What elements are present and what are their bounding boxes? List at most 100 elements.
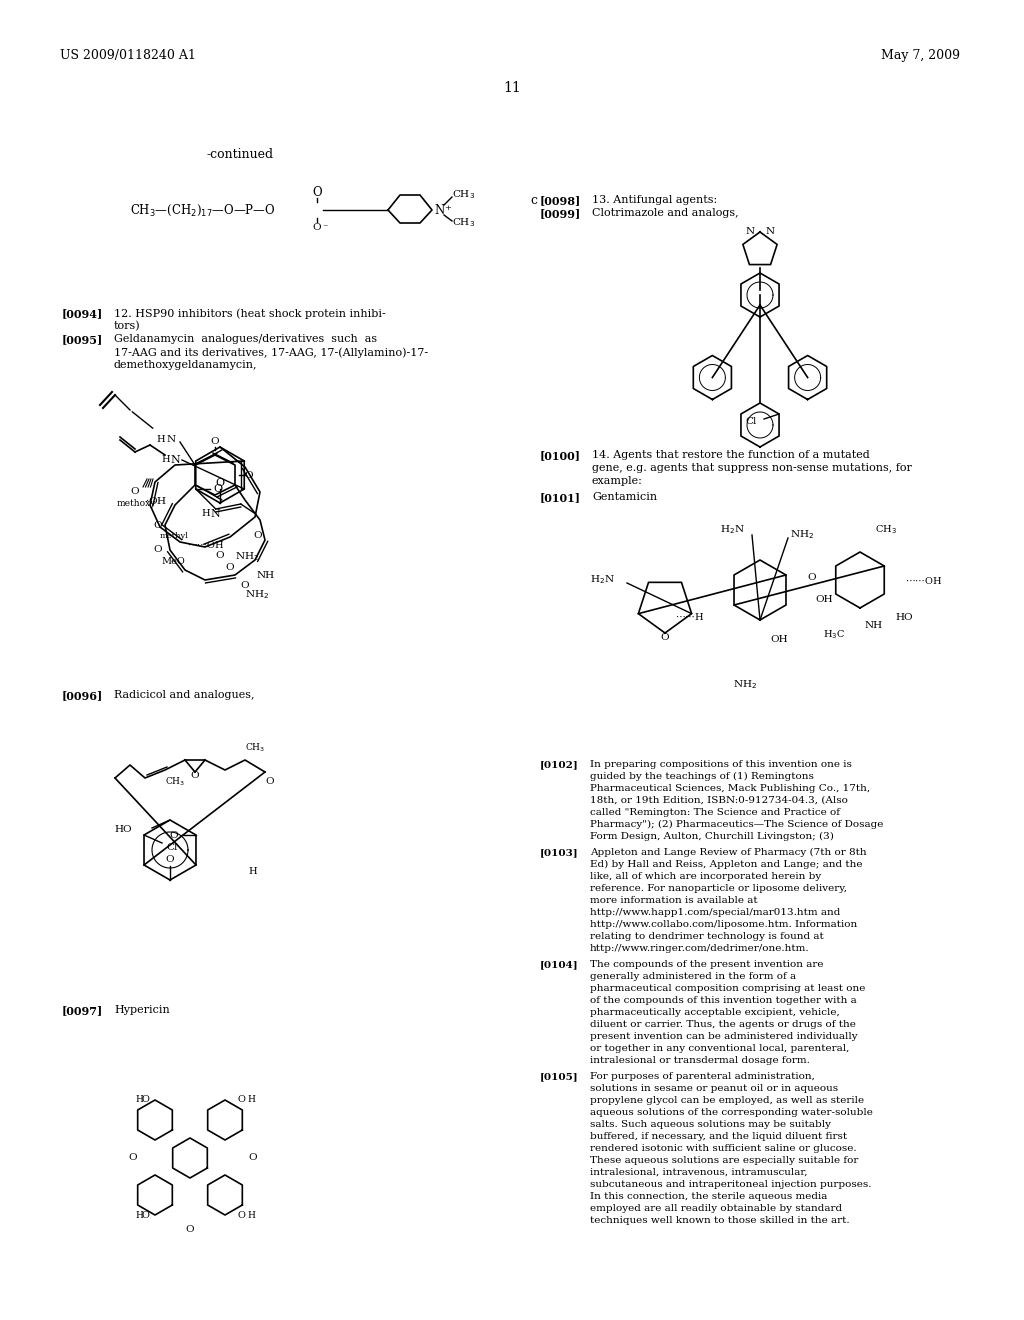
Text: The compounds of the present invention are: The compounds of the present invention a…: [590, 960, 823, 969]
Text: 17-AAG and its derivatives, 17-AAG, 17-(Allylamino)-17-: 17-AAG and its derivatives, 17-AAG, 17-(…: [114, 347, 428, 358]
Text: Cl: Cl: [745, 417, 757, 426]
Text: gene, e.g. agents that suppress non-sense mutations, for: gene, e.g. agents that suppress non-sens…: [592, 463, 912, 473]
Text: H: H: [135, 1096, 143, 1105]
Text: O: O: [142, 1096, 150, 1105]
Text: H$_3$C: H$_3$C: [823, 628, 845, 642]
Text: O: O: [238, 1210, 246, 1220]
Text: N: N: [435, 203, 445, 216]
Text: H$_2$N: H$_2$N: [590, 574, 615, 586]
Text: [0099]: [0099]: [540, 209, 582, 219]
Text: O: O: [185, 1225, 195, 1234]
Text: 18th, or 19th Edition, ISBN:0-912734-04.3, (Also: 18th, or 19th Edition, ISBN:0-912734-04.…: [590, 796, 848, 805]
Text: techniques well known to those skilled in the art.: techniques well known to those skilled i…: [590, 1216, 850, 1225]
Text: H: H: [162, 455, 170, 465]
Text: O: O: [211, 437, 219, 446]
Text: O: O: [166, 855, 174, 865]
Text: +: +: [444, 205, 452, 213]
Text: NH: NH: [257, 570, 275, 579]
Text: NH$_2$: NH$_2$: [245, 589, 269, 602]
Text: methoxy: methoxy: [117, 499, 157, 508]
Text: O: O: [128, 1154, 136, 1163]
Text: O: O: [312, 223, 322, 232]
Text: H: H: [135, 1210, 143, 1220]
Text: http://www.happ1.com/special/mar013.htm and: http://www.happ1.com/special/mar013.htm …: [590, 908, 841, 917]
Text: OH: OH: [770, 635, 787, 644]
Text: CH$_3$: CH$_3$: [245, 742, 265, 754]
Text: Ed) by Hall and Reiss, Appleton and Lange; and the: Ed) by Hall and Reiss, Appleton and Lang…: [590, 861, 862, 869]
Text: O: O: [312, 186, 322, 198]
Text: N: N: [765, 227, 774, 236]
Text: O: O: [808, 573, 816, 582]
Text: reference. For nanoparticle or liposome delivery,: reference. For nanoparticle or liposome …: [590, 884, 847, 894]
Text: guided by the teachings of (1) Remingtons: guided by the teachings of (1) Remington…: [590, 772, 814, 781]
Text: O: O: [215, 478, 224, 488]
Text: O: O: [215, 550, 223, 560]
Text: Radicicol and analogues,: Radicicol and analogues,: [114, 690, 255, 700]
Text: O: O: [238, 1096, 246, 1105]
Text: [0097]: [0097]: [62, 1005, 103, 1016]
Text: CH$_3$: CH$_3$: [874, 524, 897, 536]
Text: of the compounds of this invention together with a: of the compounds of this invention toget…: [590, 997, 857, 1005]
Text: CH$_3$: CH$_3$: [165, 776, 185, 788]
Text: Clotrimazole and analogs,: Clotrimazole and analogs,: [592, 209, 738, 218]
Text: salts. Such aqueous solutions may be suitably: salts. Such aqueous solutions may be sui…: [590, 1119, 831, 1129]
Text: 13. Antifungal agents:: 13. Antifungal agents:: [592, 195, 717, 205]
Text: HO: HO: [115, 825, 132, 834]
Text: called "Remington: The Science and Practice of: called "Remington: The Science and Pract…: [590, 808, 840, 817]
Text: OH: OH: [815, 595, 833, 605]
Text: buffered, if necessary, and the liquid diluent first: buffered, if necessary, and the liquid d…: [590, 1133, 847, 1140]
Text: MeO: MeO: [161, 557, 184, 565]
Text: $\cdots\cdots$OH: $\cdots\cdots$OH: [187, 540, 224, 550]
Text: O: O: [245, 470, 253, 479]
Text: O: O: [240, 581, 249, 590]
Text: more information is available at: more information is available at: [590, 896, 758, 906]
Text: O: O: [213, 484, 222, 494]
Text: H$_2$N: H$_2$N: [720, 524, 745, 536]
Text: NH$_2$: NH$_2$: [234, 550, 259, 564]
Text: [0104]: [0104]: [540, 960, 579, 969]
Text: O: O: [153, 545, 162, 554]
Text: propylene glycol can be employed, as well as sterile: propylene glycol can be employed, as wel…: [590, 1096, 864, 1105]
Text: Form Design, Aulton, Churchill Livingston; (3): Form Design, Aulton, Churchill Livingsto…: [590, 832, 834, 841]
Text: Hypericin: Hypericin: [114, 1005, 170, 1015]
Text: subcutaneous and intraperitoneal injection purposes.: subcutaneous and intraperitoneal injecti…: [590, 1180, 871, 1189]
Text: O: O: [253, 531, 261, 540]
Text: HO: HO: [895, 614, 912, 623]
Text: O: O: [153, 520, 162, 529]
Text: In this connection, the sterile aqueous media: In this connection, the sterile aqueous …: [590, 1192, 827, 1201]
Text: generally administered in the form of a: generally administered in the form of a: [590, 972, 796, 981]
Text: 14. Agents that restore the function of a mutated: 14. Agents that restore the function of …: [592, 450, 869, 459]
Text: Geldanamycin  analogues/derivatives  such  as: Geldanamycin analogues/derivatives such …: [114, 334, 377, 345]
Text: H: H: [247, 1210, 255, 1220]
Text: H: H: [247, 1096, 255, 1105]
Text: solutions in sesame or peanut oil or in aqueous: solutions in sesame or peanut oil or in …: [590, 1084, 838, 1093]
Text: O: O: [660, 632, 670, 642]
Text: diluent or carrier. Thus, the agents or drugs of the: diluent or carrier. Thus, the agents or …: [590, 1020, 856, 1030]
Text: aqueous solutions of the corresponding water-soluble: aqueous solutions of the corresponding w…: [590, 1107, 872, 1117]
Text: 11: 11: [503, 81, 521, 95]
Text: employed are all readily obtainable by standard: employed are all readily obtainable by s…: [590, 1204, 842, 1213]
Text: O: O: [142, 1210, 150, 1220]
Text: intralesional or transdermal dosage form.: intralesional or transdermal dosage form…: [590, 1056, 810, 1065]
Text: O: O: [130, 487, 138, 496]
Text: relating to dendrimer technology is found at: relating to dendrimer technology is foun…: [590, 932, 823, 941]
Text: intralesional, intravenous, intramuscular,: intralesional, intravenous, intramuscula…: [590, 1168, 808, 1177]
Text: tors): tors): [114, 321, 140, 331]
Text: O: O: [170, 830, 178, 840]
Text: O: O: [225, 562, 233, 572]
Text: $\cdots\cdots$H: $\cdots\cdots$H: [675, 611, 705, 623]
Text: [0103]: [0103]: [540, 847, 579, 857]
Text: methyl: methyl: [160, 532, 189, 540]
Text: May 7, 2009: May 7, 2009: [881, 49, 961, 62]
Text: Gentamicin: Gentamicin: [592, 492, 657, 502]
Text: like, all of which are incorporated herein by: like, all of which are incorporated here…: [590, 873, 821, 880]
Text: These aqueous solutions are especially suitable for: These aqueous solutions are especially s…: [590, 1156, 858, 1166]
Text: [0102]: [0102]: [540, 760, 579, 770]
Text: H: H: [249, 867, 257, 876]
Text: NH$_2$: NH$_2$: [733, 678, 757, 692]
Text: Cl: Cl: [166, 842, 177, 851]
Text: Appleton and Lange Review of Pharmacy (7th or 8th: Appleton and Lange Review of Pharmacy (7…: [590, 847, 866, 857]
Text: For purposes of parenteral administration,: For purposes of parenteral administratio…: [590, 1072, 815, 1081]
Text: CH$_3$: CH$_3$: [452, 216, 475, 230]
Text: [0098]: [0098]: [540, 195, 582, 206]
